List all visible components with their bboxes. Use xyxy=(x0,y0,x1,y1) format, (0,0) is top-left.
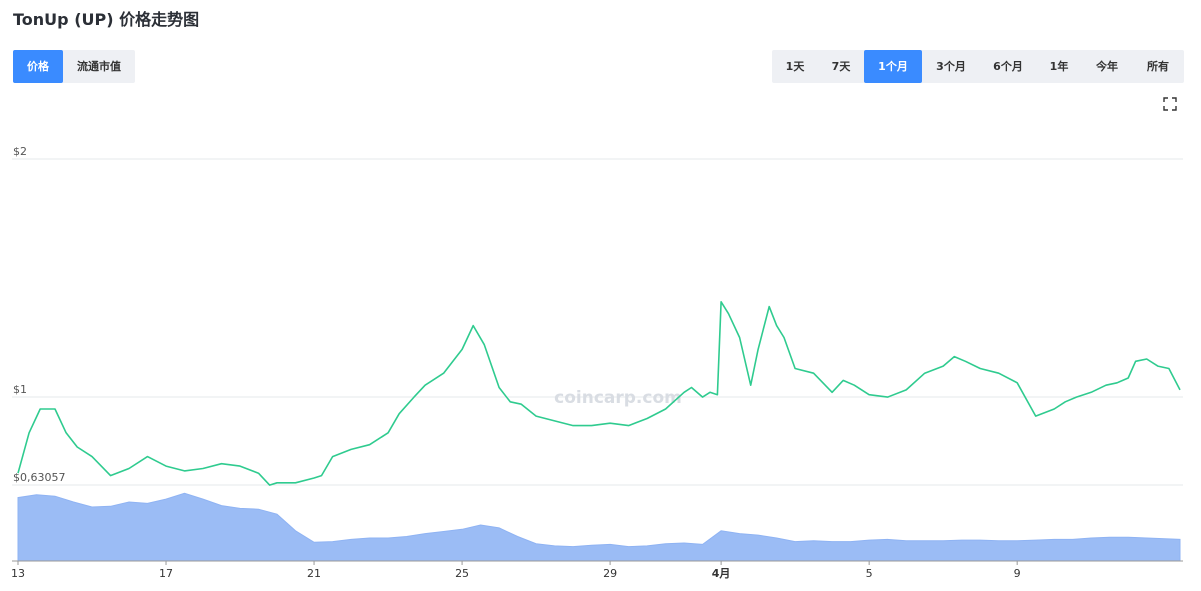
range-tabs: 1天 7天 1个月 3个月 6个月 1年 今年 所有 xyxy=(772,50,1184,83)
watermark: coincarp.com xyxy=(554,388,682,408)
x-tick-label: 13 xyxy=(11,567,25,580)
price-line xyxy=(17,301,1181,486)
page-title: TonUp (UP) 价格走势图 xyxy=(13,10,200,29)
metric-tabs: 价格 流通市值 xyxy=(13,50,135,83)
x-tick-label: 21 xyxy=(307,567,321,580)
fullscreen-icon[interactable] xyxy=(1163,97,1177,111)
x-tick-label: 9 xyxy=(1014,567,1021,580)
range-tab-3[interactable]: 3个月 xyxy=(936,60,966,73)
y-tick-label: $2 xyxy=(13,145,27,158)
x-tick-label: 17 xyxy=(159,567,173,580)
range-tab-6[interactable]: 今年 xyxy=(1096,60,1118,73)
range-tab-0[interactable]: 1天 xyxy=(785,60,805,73)
metric-tab-0[interactable]: 价格 xyxy=(13,50,63,83)
y-tick-label: $1 xyxy=(13,383,27,396)
volume-area xyxy=(17,492,1181,562)
range-tab-7[interactable]: 所有 xyxy=(1147,60,1169,73)
x-tick-label: 25 xyxy=(455,567,469,580)
y-tick-label: $0,63057 xyxy=(13,471,66,484)
range-tab-4[interactable]: 6个月 xyxy=(993,60,1023,73)
x-tick-label: 29 xyxy=(603,567,617,580)
range-tab-2[interactable]: 1个月 xyxy=(864,50,922,83)
metric-tab-1[interactable]: 流通市值 xyxy=(77,60,121,73)
x-tick-label: 5 xyxy=(866,567,873,580)
range-tab-1[interactable]: 7天 xyxy=(831,60,851,73)
range-tab-5[interactable]: 1年 xyxy=(1049,60,1069,73)
x-tick-label: 4月 xyxy=(712,567,731,580)
